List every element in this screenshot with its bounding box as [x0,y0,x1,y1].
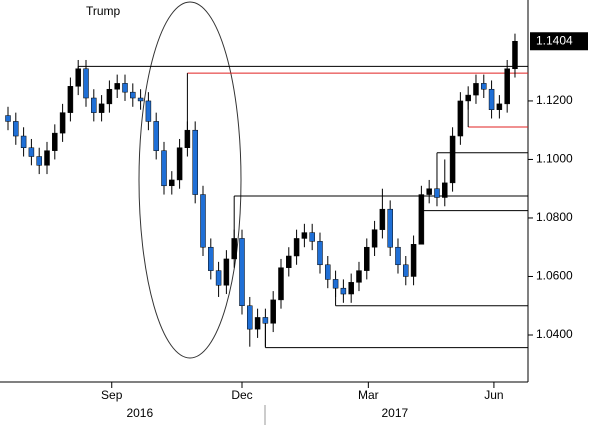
candle-body [504,68,510,105]
candle-body [176,147,183,181]
candle-body [348,282,354,295]
last-price-tag [530,32,588,51]
candle-body [59,112,66,134]
candle-body [98,103,105,113]
candle-body [28,147,35,157]
candle-body [20,135,27,148]
candle-body [496,103,503,110]
highlight-ellipse [138,1,242,359]
y-tick-label: 1.0600 [536,269,573,283]
candle-body [36,156,42,166]
candle-body [488,88,495,110]
x-tick-label: Mar [358,388,379,402]
candle-body [325,264,331,280]
candle-body [145,100,152,122]
candle-body [200,194,206,248]
candle-body [91,97,97,113]
candle-body [254,317,261,330]
candle-body [410,244,417,277]
annotation: Trump [86,4,121,18]
candle-body [286,255,292,268]
candle-body [332,279,339,289]
candle-body [215,270,222,286]
candle-body [223,258,230,286]
candle-body [403,264,409,277]
candle-body [106,88,113,105]
candle-body [426,188,432,195]
candle-body [130,91,136,99]
candle-body [371,229,378,248]
y-tick-label: 1.1000 [536,152,573,166]
candle-body [465,94,471,102]
candle-body [262,317,269,324]
candle-body [192,129,198,195]
candle-body [317,241,323,266]
candle-body [301,232,308,239]
candle-body [418,194,425,245]
candle-body [13,121,19,137]
candle-body [247,305,253,330]
candle-body [340,287,347,295]
year-label: 2016 [126,406,153,420]
candle-body [5,115,11,122]
y-tick-label: 1.1200 [536,93,573,107]
candle-body [169,179,175,187]
candle-body [434,188,440,198]
candle-body [52,132,58,151]
x-tick-label: Dec [231,388,252,402]
candle-body [356,270,362,283]
x-tick-label: Jun [484,388,503,402]
candle-body [449,135,456,184]
candle-body [481,83,487,90]
candle-body [184,129,191,148]
candle-body [153,121,159,151]
candle-body [122,83,128,93]
y-tick-label: 1.0800 [536,210,573,224]
candle-body [309,232,315,242]
candle-body [512,41,518,70]
candle-body [239,238,245,306]
candle-body [270,299,276,324]
last-price-label: 1.1404 [536,33,573,47]
candle-body [473,83,479,96]
candle-body [44,150,50,166]
candle-body [293,238,300,257]
candle-body [442,182,448,198]
candle-body [137,97,144,102]
candle-body [278,267,284,301]
candle-body [457,100,464,137]
x-tick-label: Sep [101,388,123,402]
year-label: 2017 [382,406,409,420]
candle-body [387,208,393,248]
candle-body [395,246,401,266]
candle-body [231,238,237,260]
candle-body [75,68,81,87]
candle-body [208,246,214,271]
candle-body [114,83,120,90]
candle-body [364,246,370,271]
candle-body [67,86,74,113]
y-tick-label: 1.0400 [536,327,573,341]
candle-body [379,208,386,230]
candle-body [161,150,167,187]
candle-body [83,68,89,99]
